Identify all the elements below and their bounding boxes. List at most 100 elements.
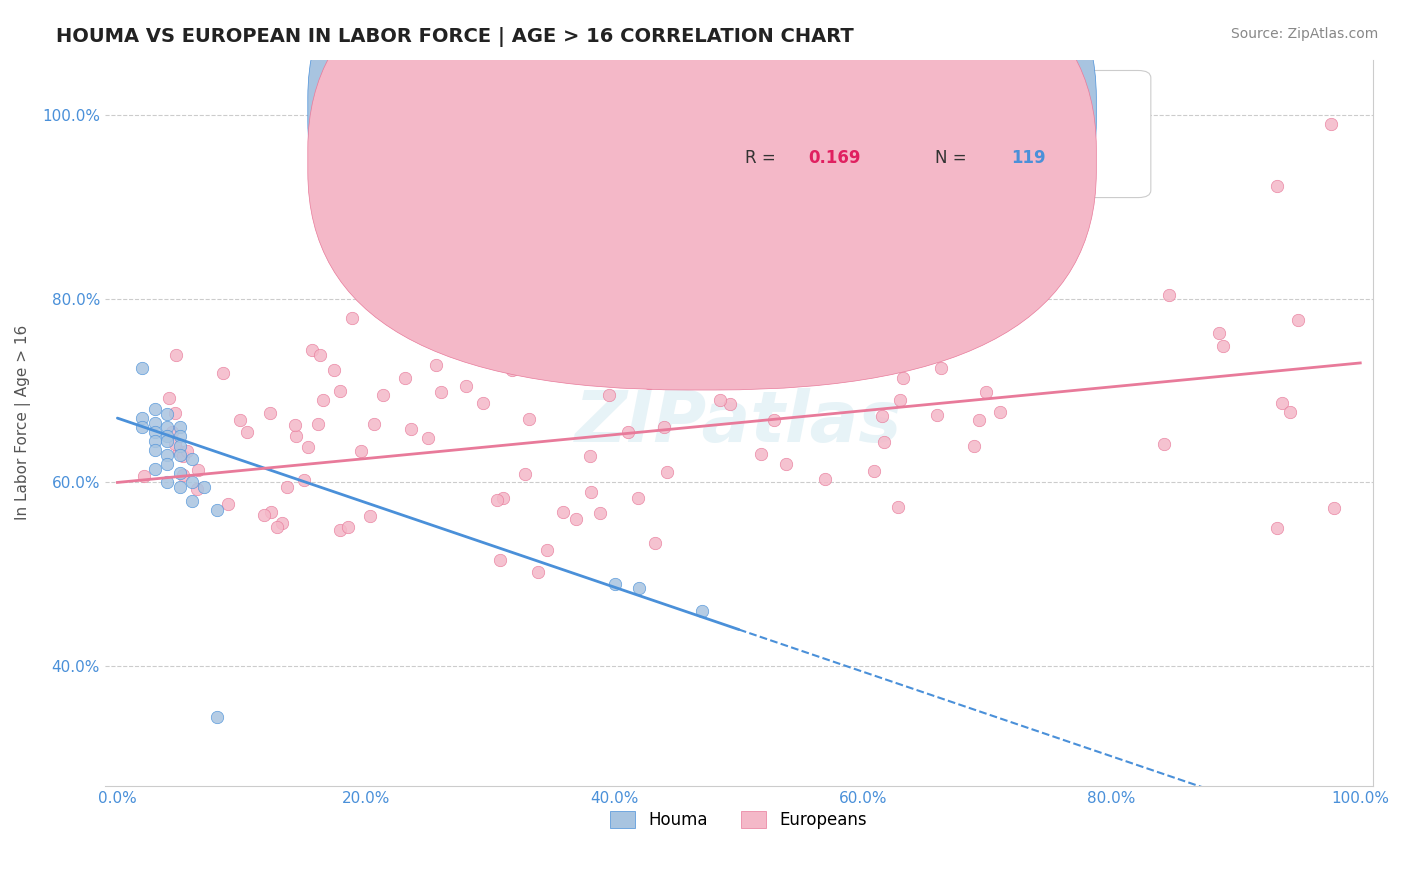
Point bbox=[266, 520, 288, 534]
Point bbox=[925, 408, 948, 422]
Point bbox=[1004, 211, 1026, 226]
Point bbox=[169, 429, 191, 443]
Point bbox=[329, 523, 352, 537]
Point bbox=[1265, 521, 1288, 535]
Text: 31: 31 bbox=[1011, 98, 1035, 116]
Point bbox=[526, 566, 548, 580]
Point bbox=[394, 371, 416, 385]
Point bbox=[851, 351, 873, 365]
Point bbox=[628, 581, 651, 595]
Point bbox=[229, 413, 252, 427]
Point bbox=[613, 295, 636, 310]
Point bbox=[976, 384, 998, 399]
FancyBboxPatch shape bbox=[657, 70, 1152, 197]
Point bbox=[165, 348, 187, 362]
Point bbox=[967, 413, 990, 427]
Point bbox=[336, 520, 359, 534]
Point bbox=[853, 200, 876, 214]
Point bbox=[657, 308, 679, 322]
Point bbox=[156, 448, 179, 462]
Text: Source: ZipAtlas.com: Source: ZipAtlas.com bbox=[1230, 27, 1378, 41]
Point bbox=[990, 405, 1012, 419]
Point bbox=[886, 500, 908, 514]
Point bbox=[176, 444, 198, 458]
Point bbox=[644, 535, 666, 549]
Point bbox=[350, 444, 373, 458]
Point bbox=[143, 434, 166, 448]
Point bbox=[1278, 405, 1301, 419]
Point bbox=[167, 444, 190, 458]
Point bbox=[312, 392, 335, 407]
Point bbox=[205, 710, 228, 724]
Point bbox=[172, 468, 194, 483]
Point bbox=[169, 467, 191, 481]
FancyBboxPatch shape bbox=[308, 0, 1097, 339]
Point bbox=[627, 491, 650, 505]
Point bbox=[163, 436, 186, 450]
Point bbox=[872, 435, 894, 450]
Point bbox=[425, 359, 447, 373]
Point bbox=[905, 214, 928, 228]
FancyBboxPatch shape bbox=[308, 0, 1097, 390]
Point bbox=[301, 343, 323, 358]
Point bbox=[283, 417, 305, 432]
Point bbox=[565, 512, 588, 526]
Point bbox=[655, 465, 678, 479]
Point bbox=[329, 384, 352, 398]
Point bbox=[718, 376, 741, 390]
Point bbox=[132, 469, 155, 483]
Point bbox=[260, 505, 283, 519]
Point bbox=[401, 422, 423, 436]
Point bbox=[749, 447, 772, 461]
Point bbox=[1212, 339, 1234, 353]
Point bbox=[501, 363, 523, 377]
Point bbox=[945, 161, 967, 176]
Point bbox=[581, 368, 603, 382]
Point bbox=[870, 409, 893, 423]
Point bbox=[156, 407, 179, 421]
Point bbox=[920, 346, 942, 360]
Point bbox=[143, 443, 166, 458]
Point bbox=[307, 417, 329, 431]
Point bbox=[162, 425, 184, 439]
Point bbox=[814, 473, 837, 487]
Point bbox=[536, 542, 558, 557]
Point bbox=[156, 457, 179, 471]
Point bbox=[862, 340, 884, 354]
Point bbox=[471, 396, 494, 410]
Point bbox=[172, 450, 194, 464]
Point bbox=[707, 376, 730, 390]
Point bbox=[763, 413, 786, 427]
Point bbox=[617, 425, 640, 439]
Point bbox=[181, 452, 204, 467]
Point bbox=[1323, 500, 1346, 515]
Point bbox=[363, 417, 385, 431]
Point bbox=[922, 317, 945, 331]
Point bbox=[589, 506, 612, 520]
Text: 0.169: 0.169 bbox=[808, 149, 860, 167]
Point bbox=[181, 493, 204, 508]
Point bbox=[271, 516, 294, 530]
Point bbox=[187, 463, 209, 477]
Point bbox=[1271, 396, 1294, 410]
Point bbox=[156, 420, 179, 434]
Point bbox=[1320, 117, 1343, 131]
Point bbox=[276, 480, 298, 494]
Point bbox=[205, 503, 228, 517]
Point bbox=[931, 361, 953, 376]
Point bbox=[775, 457, 797, 471]
Text: HOUMA VS EUROPEAN IN LABOR FORCE | AGE > 16 CORRELATION CHART: HOUMA VS EUROPEAN IN LABOR FORCE | AGE >… bbox=[56, 27, 853, 46]
Point bbox=[373, 387, 395, 401]
Point bbox=[131, 360, 153, 375]
Point bbox=[156, 434, 179, 448]
Legend: Houma, Europeans: Houma, Europeans bbox=[603, 804, 875, 836]
Point bbox=[308, 348, 330, 362]
Point bbox=[918, 136, 941, 150]
Point bbox=[1153, 436, 1175, 450]
Point bbox=[562, 302, 585, 317]
Point bbox=[1286, 312, 1309, 326]
Point bbox=[340, 311, 363, 326]
Point bbox=[579, 449, 602, 463]
Point bbox=[603, 227, 626, 242]
Point bbox=[598, 388, 620, 402]
